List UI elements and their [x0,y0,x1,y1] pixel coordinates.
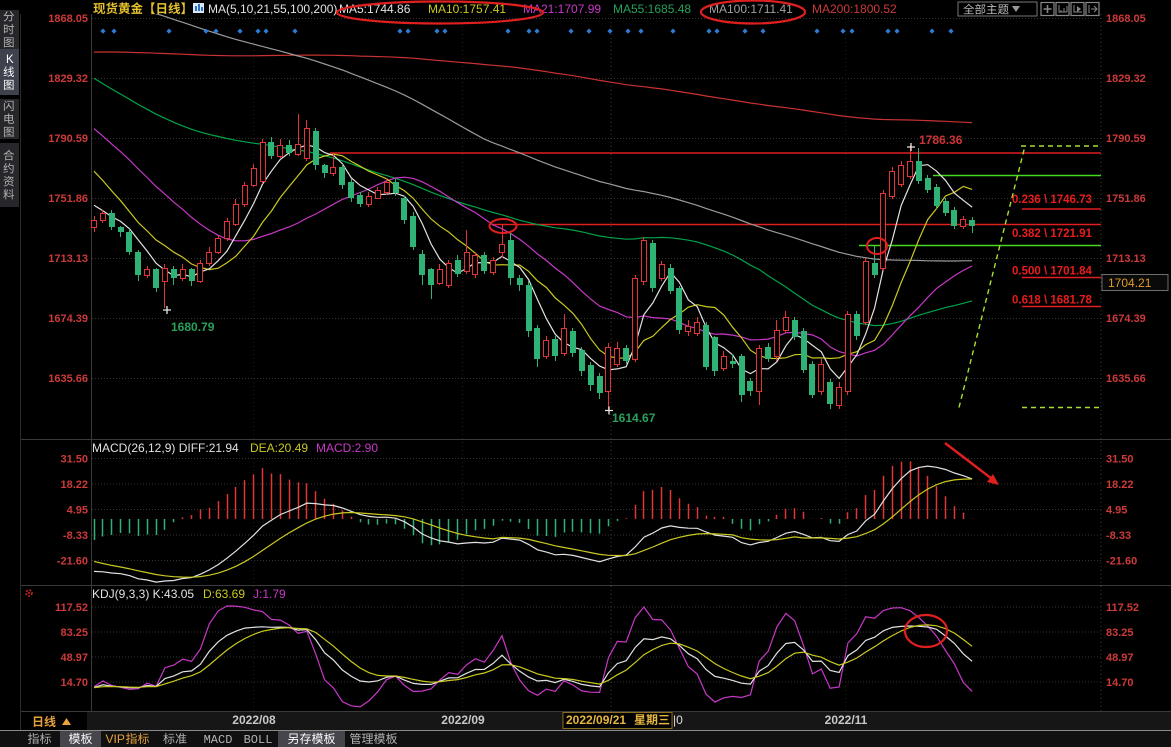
svg-text:1674.39: 1674.39 [1106,313,1146,325]
svg-text:14.70: 14.70 [60,677,88,689]
svg-text:1614.67: 1614.67 [612,411,656,425]
svg-text:1829.32: 1829.32 [1106,73,1146,85]
svg-text:MA55:1685.48: MA55:1685.48 [613,2,691,16]
svg-text:MACD(26,12,9) DIFF:21.94: MACD(26,12,9) DIFF:21.94 [92,441,239,455]
svg-text:-8.33: -8.33 [63,530,88,542]
svg-text:4.95: 4.95 [1106,505,1127,517]
svg-text:KDJ(9,3,3) K:43.05: KDJ(9,3,3) K:43.05 [92,587,194,601]
svg-text:D:63.69: D:63.69 [203,587,245,601]
svg-text:MA100:1711.41: MA100:1711.41 [709,2,793,16]
svg-text:83.25: 83.25 [1106,627,1134,639]
svg-text:1786.36: 1786.36 [919,133,963,147]
svg-text:MA200:1800.52: MA200:1800.52 [812,2,897,16]
svg-text:117.52: 117.52 [55,602,88,614]
svg-text:MA10:1757.41: MA10:1757.41 [428,2,506,16]
svg-text:1674.39: 1674.39 [48,313,88,325]
svg-text:-21.60: -21.60 [57,556,88,568]
svg-text:48.97: 48.97 [1106,652,1134,664]
svg-text:18.22: 18.22 [60,479,88,491]
svg-text:MACD: MACD [204,733,233,747]
svg-text:1635.66: 1635.66 [1106,373,1146,385]
svg-text:J:1.79: J:1.79 [253,587,286,601]
svg-text:MA(5,10,21,55,100,200): MA(5,10,21,55,100,200) [208,2,337,16]
svg-text:1868.05: 1868.05 [1106,13,1146,25]
svg-text:0.236 \ 1746.73: 0.236 \ 1746.73 [1012,194,1092,206]
svg-text:31.50: 31.50 [1106,454,1134,466]
svg-text:2022/08: 2022/08 [232,713,276,727]
svg-text:-21.60: -21.60 [1106,556,1137,568]
svg-text:1790.59: 1790.59 [48,133,88,145]
svg-text:48.97: 48.97 [60,652,88,664]
svg-text:117.52: 117.52 [1106,602,1139,614]
svg-text:1751.86: 1751.86 [1106,193,1146,205]
svg-text:2022/09: 2022/09 [441,713,485,727]
svg-text:|0: |0 [673,713,683,727]
svg-text:31.50: 31.50 [60,454,88,466]
svg-text:1713.13: 1713.13 [48,253,88,265]
svg-text:14.70: 14.70 [1106,677,1134,689]
svg-text:1713.13: 1713.13 [1106,253,1146,265]
svg-text:VIP: VIP [106,732,125,746]
svg-text:18.22: 18.22 [1106,479,1134,491]
svg-text:1635.66: 1635.66 [48,373,88,385]
svg-text:K: K [6,54,14,66]
svg-text:2022/09/21: 2022/09/21 [566,713,626,727]
svg-text:1829.32: 1829.32 [48,73,88,85]
svg-text:83.25: 83.25 [60,627,88,639]
svg-text:2022/11: 2022/11 [825,713,868,727]
svg-text:1868.05: 1868.05 [48,13,88,25]
svg-text:BOLL: BOLL [244,733,273,747]
svg-text:0.618 \ 1681.78: 0.618 \ 1681.78 [1012,295,1093,307]
svg-text:MACD:2.90: MACD:2.90 [316,441,378,455]
svg-text:1751.86: 1751.86 [48,193,88,205]
svg-text:4.95: 4.95 [67,505,88,517]
svg-text:1680.79: 1680.79 [171,320,215,334]
svg-text:1704.21: 1704.21 [1108,276,1152,290]
svg-text:DEA:20.49: DEA:20.49 [250,441,308,455]
svg-text:1790.59: 1790.59 [1106,133,1146,145]
svg-text:-8.33: -8.33 [1106,530,1131,542]
svg-text:0.382 \ 1721.91: 0.382 \ 1721.91 [1012,228,1093,240]
svg-text:0.500 \ 1701.84: 0.500 \ 1701.84 [1012,266,1093,278]
